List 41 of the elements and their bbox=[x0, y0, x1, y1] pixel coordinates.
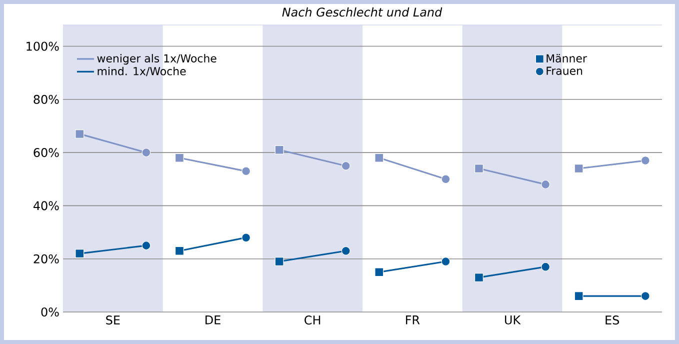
point bbox=[640, 156, 650, 166]
point bbox=[640, 292, 650, 301]
y-tick-label: 80% bbox=[34, 94, 59, 104]
y-tick-label: 60% bbox=[34, 148, 59, 158]
x-tick-label: ES bbox=[606, 316, 619, 325]
point bbox=[541, 262, 550, 272]
point bbox=[174, 246, 184, 256]
point bbox=[441, 257, 450, 266]
point bbox=[174, 153, 184, 162]
point bbox=[242, 233, 251, 242]
legend-label: mind. 1x/Woche bbox=[98, 66, 186, 76]
point bbox=[75, 249, 84, 258]
point bbox=[374, 268, 384, 277]
point bbox=[474, 164, 484, 173]
point bbox=[75, 129, 84, 138]
x-tick-label: FR bbox=[406, 316, 420, 324]
legend-label: Frauen bbox=[546, 66, 582, 75]
point bbox=[441, 174, 450, 184]
legend-label: Männer bbox=[546, 54, 587, 62]
point bbox=[142, 148, 151, 158]
point bbox=[574, 292, 584, 301]
point bbox=[274, 257, 284, 266]
point bbox=[374, 153, 384, 162]
point bbox=[574, 164, 584, 173]
x-tick-label: UK bbox=[504, 316, 521, 324]
y-tick-label: 100% bbox=[26, 42, 59, 51]
point bbox=[142, 241, 151, 250]
x-tick-label: DE bbox=[206, 316, 220, 324]
point bbox=[274, 145, 284, 154]
point bbox=[541, 180, 550, 189]
y-tick-label: 0% bbox=[41, 307, 59, 317]
legend-label: weniger als 1x/Woche bbox=[97, 54, 216, 65]
point bbox=[341, 161, 350, 170]
point bbox=[242, 166, 251, 176]
point bbox=[341, 246, 350, 256]
chart-title: Nach Geschlecht und Land bbox=[282, 7, 442, 17]
y-tick-label: 40% bbox=[33, 201, 59, 210]
x-tick-label: CH bbox=[304, 316, 320, 325]
y-tick-label: 20% bbox=[34, 254, 59, 264]
x-tick-label: SE bbox=[106, 316, 120, 325]
point bbox=[474, 272, 484, 282]
